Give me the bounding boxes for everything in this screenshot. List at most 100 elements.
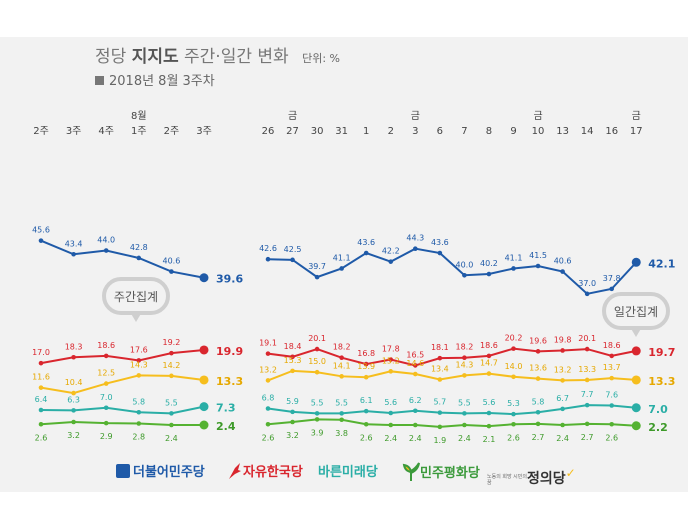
daily-data-label-hankook: 18.2 xyxy=(333,343,351,352)
daily-data-label-hankook: 20.1 xyxy=(308,334,326,343)
daily-point-jeongui xyxy=(584,421,590,427)
legend-bareun-label: 바른미래당 xyxy=(318,465,378,480)
daily-data-label-minju: 42.5 xyxy=(284,245,302,254)
legend-jeongui-label: 정의당 xyxy=(527,471,566,487)
daily-point-hankook xyxy=(584,346,590,352)
daily-data-label-minju: 37.0 xyxy=(578,279,596,288)
daily-data-label-pyeonghwa: 5.5 xyxy=(335,398,348,407)
weekly-point-jeongui xyxy=(136,421,142,426)
daily-point-jeongui xyxy=(631,421,641,431)
daily-data-label-jeongui: 2.2 xyxy=(648,421,668,434)
weekly-data-label-pyeonghwa: 6.3 xyxy=(67,395,80,404)
weekly-data-label-jeongui: 2.4 xyxy=(216,420,236,433)
daily-point-jeongui xyxy=(462,422,467,428)
weekly-point-pyeonghwa xyxy=(103,405,109,411)
weekly-x-tick-label: 2주 xyxy=(33,126,49,137)
daily-point-minju xyxy=(535,263,541,269)
weekly-series-line-minju xyxy=(40,239,205,279)
daily-x-tick-label: 13 xyxy=(556,126,569,137)
weekly-point-minju xyxy=(136,255,142,261)
daily-point-bareun xyxy=(560,378,565,383)
daily-point-minju xyxy=(584,291,590,297)
daily-data-label-pyeonghwa: 5.6 xyxy=(483,398,496,407)
weekly-point-minju xyxy=(169,269,174,274)
daily-data-label-minju: 40.0 xyxy=(455,260,473,269)
weekly-data-label-minju: 43.4 xyxy=(65,239,83,248)
daily-data-label-minju: 40.2 xyxy=(480,259,498,268)
daily-data-label-hankook: 17.8 xyxy=(382,345,400,354)
weekly-data-label-pyeonghwa: 7.3 xyxy=(216,402,236,415)
daily-point-pyeonghwa xyxy=(584,402,590,408)
daily-point-hankook xyxy=(290,354,295,360)
legend-bareun: 바른미래당 xyxy=(318,462,378,484)
daily-data-label-hankook: 19.7 xyxy=(648,346,675,359)
square-bullet-icon xyxy=(95,76,104,85)
weekly-data-label-bareun: 14.2 xyxy=(162,361,180,370)
daily-series-line-bareun xyxy=(267,369,637,382)
daily-data-label-jeongui: 2.6 xyxy=(605,433,618,442)
title-suffix: 주간·일간 변화 xyxy=(184,47,289,67)
daily-x-tick-label: 10 xyxy=(532,126,545,137)
chart-subtitle: 2018년 8월 3주차 xyxy=(95,70,215,89)
daily-point-hankook xyxy=(413,363,418,368)
weekly-data-label-jeongui: 2.6 xyxy=(35,433,48,442)
daily-point-hankook xyxy=(388,357,394,362)
daily-point-bareun xyxy=(265,378,271,383)
daily-series-line-pyeonghwa xyxy=(267,404,637,416)
weekly-badge-label: 주간집계 xyxy=(114,290,158,304)
daily-data-label-jeongui: 2.7 xyxy=(581,433,594,442)
weekly-data-label-bareun: 14.3 xyxy=(130,360,148,369)
daily-point-hankook xyxy=(363,361,369,367)
daily-data-label-minju: 44.3 xyxy=(406,234,424,243)
daily-data-label-pyeonghwa: 7.6 xyxy=(605,391,618,400)
daily-point-minju xyxy=(462,272,467,278)
weekly-x-tick-label: 2주 xyxy=(164,126,180,137)
daily-point-jeongui xyxy=(609,421,614,427)
weekly-point-minju xyxy=(103,248,109,253)
daily-x-mark-label: 금 xyxy=(288,110,297,122)
weekly-point-bareun xyxy=(169,373,174,379)
daily-badge-tail xyxy=(630,327,642,337)
unit-label: 단위: % xyxy=(302,52,340,65)
daily-x-tick-label: 7 xyxy=(461,126,467,137)
daily-data-label-jeongui: 2.4 xyxy=(458,434,471,443)
daily-data-label-minju: 40.6 xyxy=(554,257,572,266)
daily-point-bareun xyxy=(511,374,516,380)
weekly-point-pyeonghwa xyxy=(169,411,174,416)
daily-x-tick-label: 8 xyxy=(486,126,492,137)
weekly-data-label-minju: 45.6 xyxy=(32,226,50,235)
daily-point-hankook xyxy=(535,349,541,354)
check-icon: ✓ xyxy=(565,466,576,480)
daily-data-label-hankook: 19.6 xyxy=(529,336,547,345)
daily-point-pyeonghwa xyxy=(339,411,344,416)
daily-point-bareun xyxy=(437,377,443,382)
daily-point-minju xyxy=(314,274,320,280)
daily-point-bareun xyxy=(631,375,641,385)
daily-data-label-minju: 41.5 xyxy=(529,251,547,260)
daily-data-label-hankook: 18.4 xyxy=(284,342,302,351)
weekly-point-bareun xyxy=(38,385,44,390)
daily-point-minju xyxy=(265,256,271,262)
weekly-data-label-hankook: 18.3 xyxy=(65,342,83,351)
daily-data-label-minju: 39.7 xyxy=(308,262,326,271)
daily-point-jeongui xyxy=(363,421,369,427)
daily-data-label-hankook: 18.6 xyxy=(603,341,621,350)
daily-data-label-bareun: 13.3 xyxy=(648,375,675,388)
daily-series-line-jeongui xyxy=(267,418,637,428)
daily-data-label-bareun: 13.7 xyxy=(603,363,621,372)
daily-point-pyeonghwa xyxy=(290,409,295,415)
daily-data-label-minju: 37.8 xyxy=(603,274,621,283)
daily-data-label-jeongui: 3.2 xyxy=(286,431,299,440)
daily-point-bareun xyxy=(388,369,394,374)
daily-x-tick-label: 27 xyxy=(286,126,299,137)
weekly-x-tick-label: 1주 xyxy=(131,126,147,137)
daily-x-tick-label: 16 xyxy=(605,126,618,137)
weekly-series-line-bareun xyxy=(40,374,205,395)
torch-icon xyxy=(229,463,241,479)
daily-data-label-jeongui: 2.7 xyxy=(532,433,545,442)
daily-point-pyeonghwa xyxy=(265,406,271,411)
daily-x-tick-label: 26 xyxy=(262,126,275,137)
daily-point-jeongui xyxy=(511,421,516,427)
weekly-point-hankook xyxy=(103,353,109,359)
weekly-data-label-minju: 44.0 xyxy=(97,236,115,245)
